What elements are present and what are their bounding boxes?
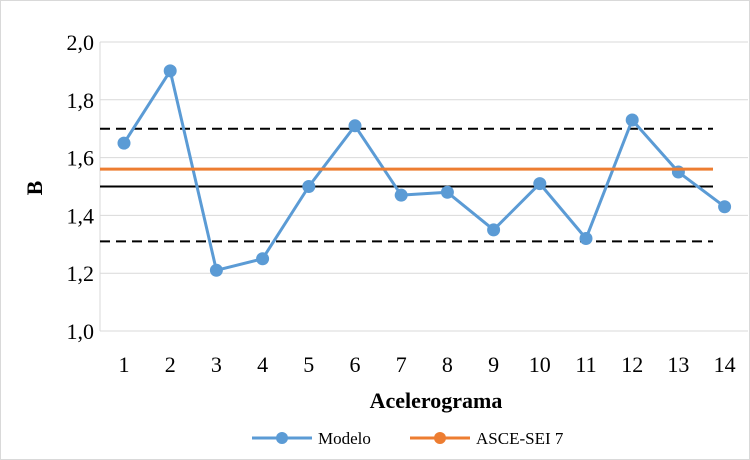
data-point-modelo [579,232,593,246]
data-point-modelo [348,119,362,133]
data-point-modelo [394,188,408,202]
x-tick-labels: 1 2 3 4 5 6 7 8 9 10 11 12 13 14 [119,352,736,377]
data-point-modelo [163,64,177,78]
reference-lines [100,127,713,243]
data-point-modelo [671,165,685,179]
legend-marker-asce [434,432,446,444]
x-tick-label: 13 [667,352,689,377]
x-tick-label: 3 [211,352,222,377]
data-point-modelo [209,263,223,277]
x-tick-label: 9 [488,352,499,377]
data-point-modelo [625,113,639,127]
x-tick-label: 12 [621,352,643,377]
legend-marker-modelo [276,432,288,444]
legend-label-modelo: Modelo [318,429,371,448]
x-axis-title: Acelerograma [370,388,503,413]
gridlines [99,41,748,332]
data-point-modelo [256,252,270,266]
y-tick-label: 1,0 [67,319,95,344]
legend-label-asce: ASCE-SEI 7 [476,429,564,448]
y-tick-label: 1,8 [67,88,95,113]
y-tick-label: 2,0 [67,30,95,55]
x-tick-label: 5 [303,352,314,377]
x-tick-label: 4 [257,352,268,377]
y-tick-label: 1,6 [67,146,95,171]
y-tick-labels: 1,0 1,2 1,4 1,6 1,8 2,0 [67,30,95,344]
x-tick-label: 1 [119,352,130,377]
data-point-modelo [117,136,131,150]
series-layer [100,64,732,277]
x-tick-label: 8 [442,352,453,377]
legend-item-asce: ASCE-SEI 7 [410,429,564,448]
data-point-modelo [533,177,547,191]
x-tick-label: 10 [529,352,551,377]
y-tick-label: 1,4 [67,203,95,228]
data-point-modelo [487,223,501,237]
x-tick-label: 14 [714,352,736,377]
x-tick-label: 6 [350,352,361,377]
y-tick-label: 1,2 [67,261,95,286]
x-tick-label: 11 [575,352,596,377]
data-point-modelo [302,180,316,193]
y-axis-title: B [22,180,47,195]
legend: Modelo ASCE-SEI 7 [252,429,564,448]
series-line-modelo [122,69,726,272]
data-point-modelo [718,200,732,214]
legend-item-modelo: Modelo [252,429,371,448]
x-tick-label: 2 [165,352,176,377]
data-point-modelo [440,185,454,199]
x-tick-label: 7 [396,352,407,377]
